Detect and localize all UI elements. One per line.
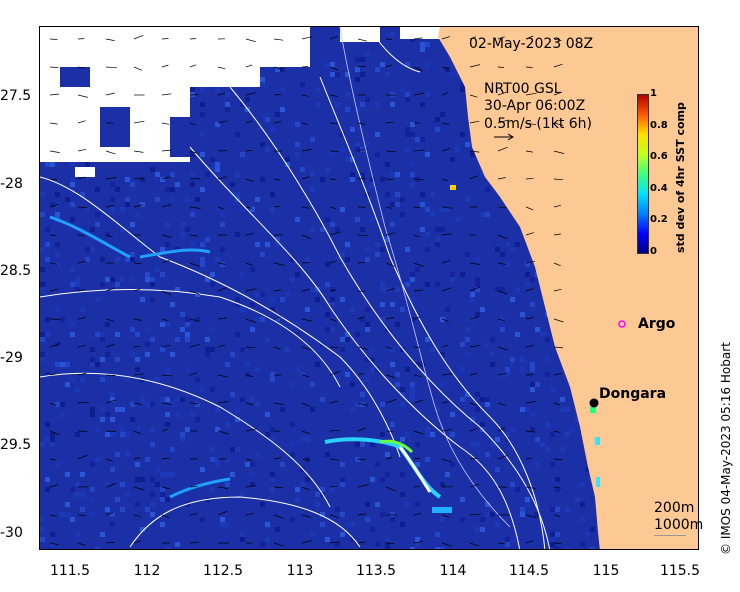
colorbar-tick: 0.8: [650, 120, 668, 131]
argo-marker-icon: [618, 320, 626, 328]
colorbar-label: std dev of 4hr SST comp: [674, 102, 687, 253]
x-tick-label: 115.5: [659, 563, 701, 579]
isobath-200m: [339, 27, 511, 528]
y-tick-label: 28.5: [0, 263, 32, 279]
y-tick-label: -30: [0, 525, 23, 541]
x-tick-label: 113.5: [355, 563, 397, 579]
colorbar-tick: 1: [650, 88, 657, 99]
x-tick-label: 115: [592, 563, 620, 579]
scale-arrow-icon: [494, 133, 514, 141]
bathymetry-legend-line: [654, 535, 686, 536]
credit-label: © IMOS 04-May-2023 05:16 Hobart: [719, 342, 733, 555]
isobath-contours: [40, 27, 551, 549]
colorbar-tick: 0.6: [650, 151, 668, 162]
current-time-label: 30-Apr 06:00Z: [484, 98, 586, 114]
y-tick-label: -28: [0, 176, 23, 192]
current-model-label: NRT00 GSL: [484, 81, 562, 97]
colorbar-tick: 0.2: [650, 214, 668, 225]
current-vectors: [49, 34, 565, 547]
x-tick-label: 114.5: [508, 563, 550, 579]
date-label: 02-May-2023 08Z: [469, 36, 594, 52]
bathymetry-200m-label: 200m: [654, 500, 695, 516]
colorbar-tick: 0: [650, 246, 657, 257]
x-tick-label: 112: [133, 563, 161, 579]
sst-anomaly-streaks: [49, 185, 600, 513]
colorbar-tick: 0.4: [650, 183, 668, 194]
current-scale-label: 0.5m/s (1kt 6h): [484, 116, 593, 132]
coastline-land: [438, 27, 698, 549]
x-tick-label: 112.5: [202, 563, 244, 579]
x-tick-label: 111.5: [49, 563, 91, 579]
y-tick-label: 29.5: [0, 437, 32, 453]
dongara-label: Dongara: [599, 386, 667, 402]
map-canvas: [40, 27, 698, 549]
x-tick-label: 114: [439, 563, 467, 579]
colorbar: [637, 94, 649, 254]
map-area: [39, 26, 699, 550]
x-tick-label: 113: [286, 563, 314, 579]
town-marker-icon: [589, 398, 599, 408]
y-tick-label: 27.5: [0, 88, 32, 104]
y-tick-label: -29: [0, 350, 23, 366]
bathymetry-1000m-label: 1000m: [654, 517, 704, 533]
argo-label: Argo: [638, 316, 676, 332]
